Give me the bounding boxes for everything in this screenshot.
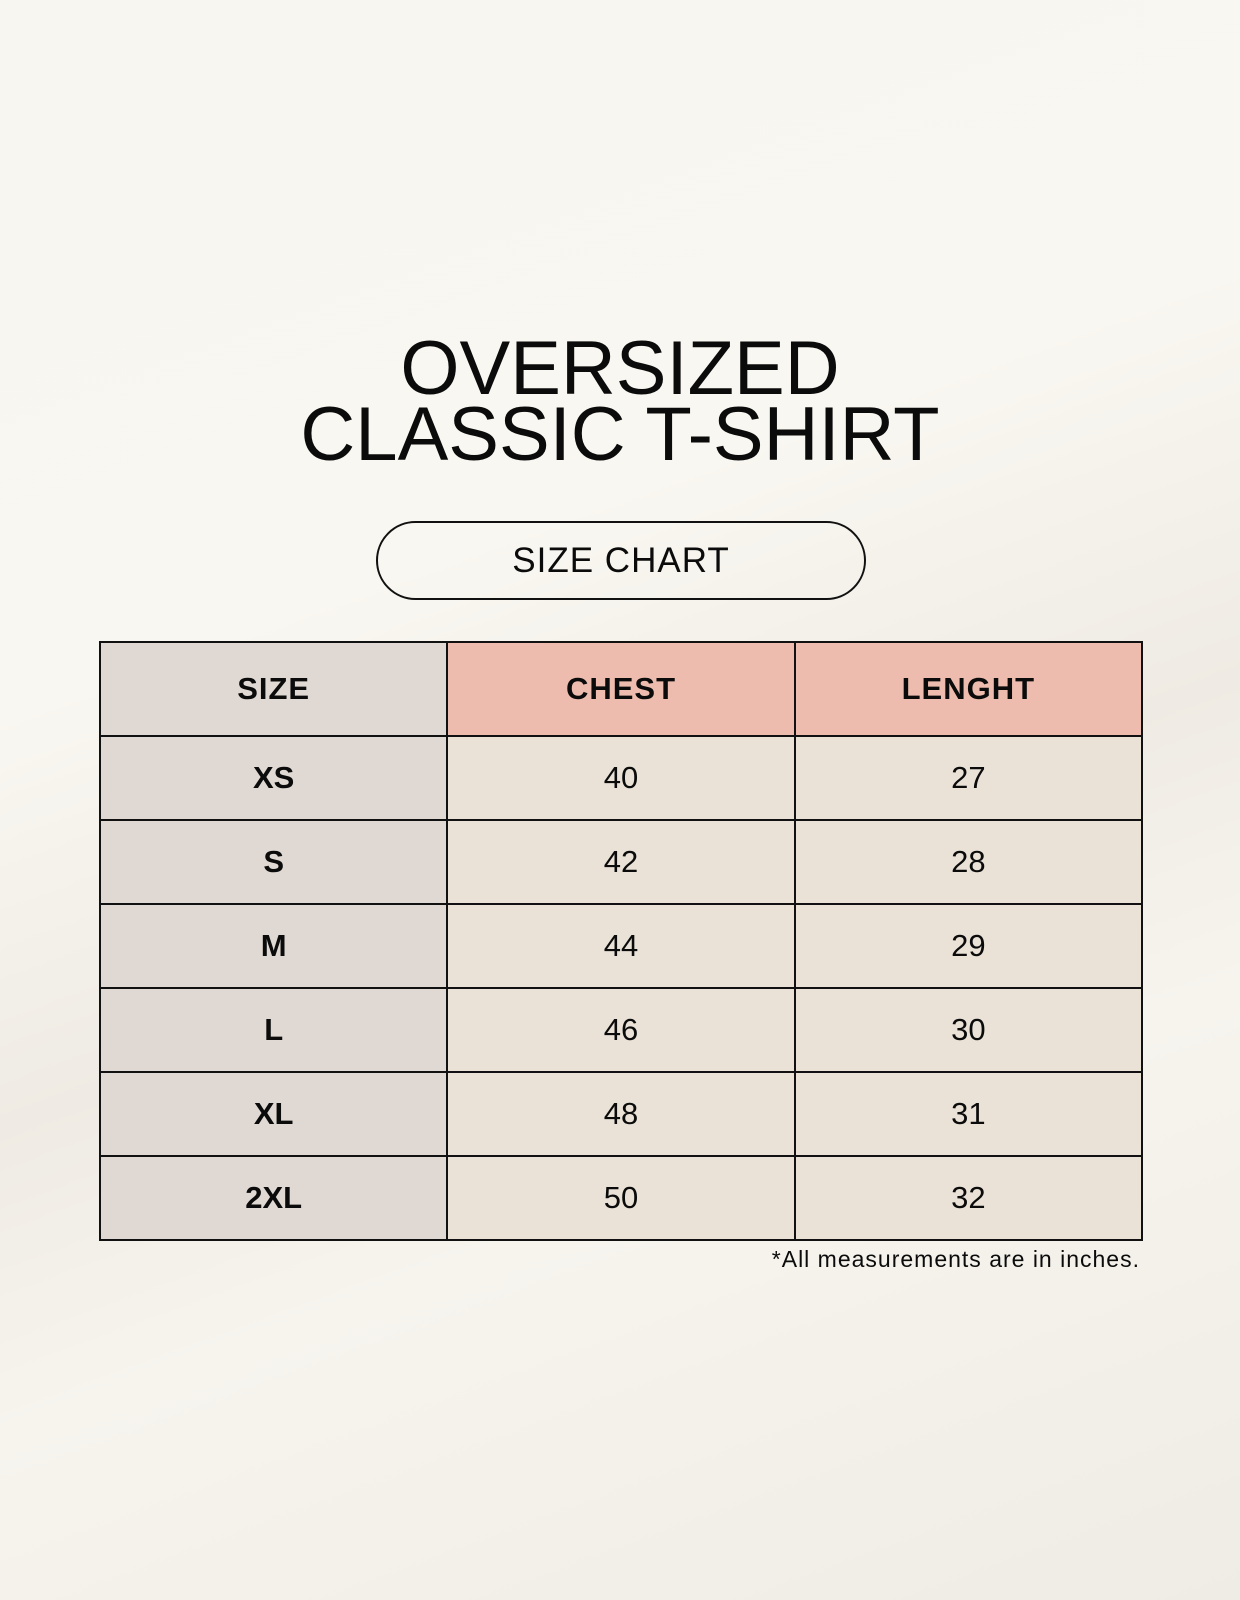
length-cell: 30 <box>793 987 1144 1073</box>
size-cell: M <box>98 903 449 989</box>
length-cell: 28 <box>793 819 1144 905</box>
size-cell: XL <box>98 1071 449 1157</box>
table-row: S 42 28 <box>98 819 1144 905</box>
header-length: LENGHT <box>793 641 1144 737</box>
chest-cell: 46 <box>446 987 796 1073</box>
table-row: XS 40 27 <box>98 735 1144 821</box>
table-row: 2XL 50 32 <box>98 1155 1144 1241</box>
size-table: SIZE CHEST LENGHT XS 40 27 S 42 28 M 44 29 L 46 30 X… <box>98 641 1144 1241</box>
chest-cell: 40 <box>446 735 796 821</box>
chest-cell: 42 <box>446 819 796 905</box>
size-cell: 2XL <box>98 1155 449 1241</box>
chest-cell: 50 <box>446 1155 796 1241</box>
length-cell: 31 <box>793 1071 1144 1157</box>
table-row: M 44 29 <box>98 903 1144 989</box>
chest-cell: 44 <box>446 903 796 989</box>
length-cell: 29 <box>793 903 1144 989</box>
size-cell: L <box>98 987 449 1073</box>
length-cell: 32 <box>793 1155 1144 1241</box>
length-cell: 27 <box>793 735 1144 821</box>
header-chest: CHEST <box>446 641 796 737</box>
table-row: L 46 30 <box>98 987 1144 1073</box>
size-chart-badge: SIZE CHART <box>376 521 866 600</box>
table-row: XL 48 31 <box>98 1071 1144 1157</box>
size-cell: XS <box>98 735 449 821</box>
size-cell: S <box>98 819 449 905</box>
footnote: *All measurements are in inches. <box>771 1246 1140 1272</box>
title-line-1: OVERSIZED <box>400 326 840 411</box>
page-title: OVERSIZED CLASSIC T-SHIRT <box>0 326 1240 477</box>
header-size: SIZE <box>98 641 449 737</box>
chest-cell: 48 <box>446 1071 796 1157</box>
title-line-2: CLASSIC T-SHIRT <box>300 392 940 477</box>
table-header-row: SIZE CHEST LENGHT <box>98 641 1144 737</box>
